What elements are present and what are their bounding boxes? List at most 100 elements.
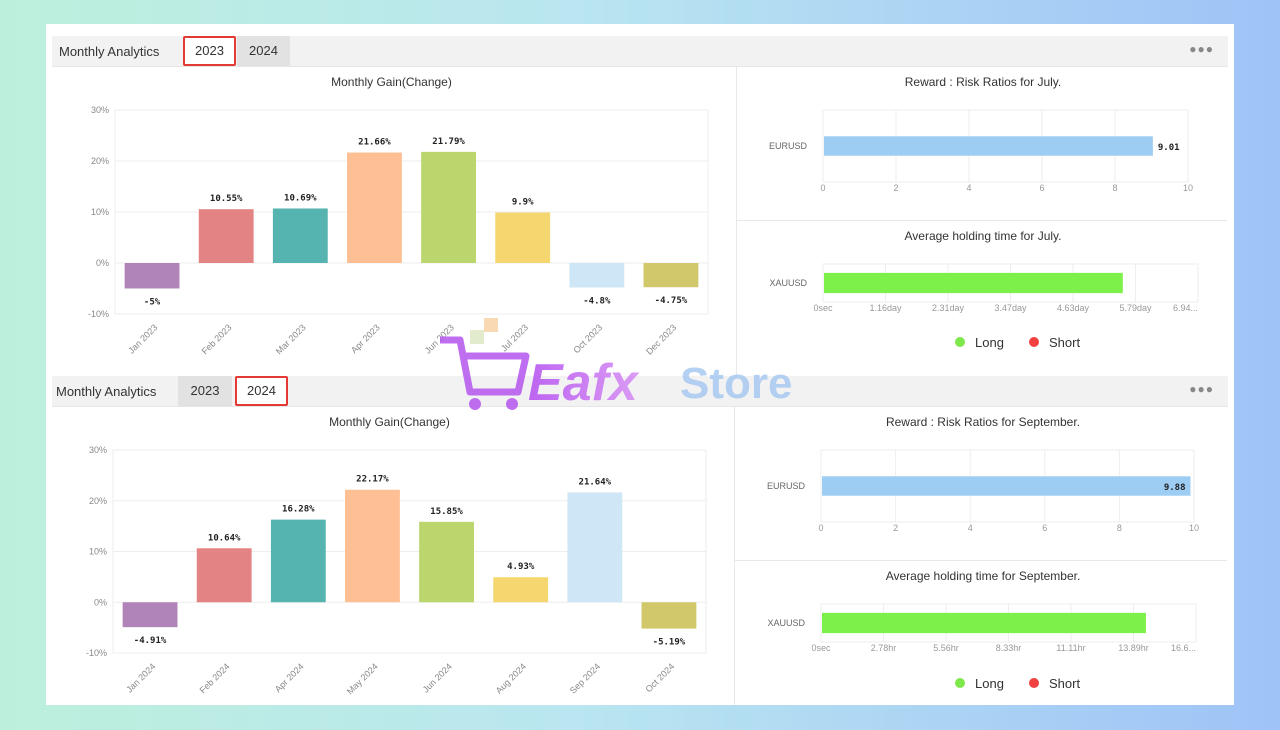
shopping-cart-icon — [440, 318, 530, 410]
y-tick-label: 10% — [89, 547, 107, 557]
x-tick-label: 0 — [820, 183, 825, 193]
data-label: 15.85% — [430, 507, 463, 517]
legend-marker-short — [1029, 678, 1039, 688]
bar — [569, 263, 625, 288]
data-label: 10.69% — [284, 193, 317, 203]
x-tick-label: 6.94... — [1173, 303, 1198, 313]
x-tick-label: 8 — [1112, 183, 1117, 193]
bar — [345, 489, 400, 603]
chart-title: Average holding time for July. — [905, 229, 1062, 243]
data-label: 10.64% — [208, 533, 241, 543]
bar — [822, 612, 1146, 634]
y-tick-label: 0% — [94, 597, 107, 607]
data-label: 9.01 — [1158, 143, 1180, 153]
legend-label: Long — [975, 335, 1004, 350]
bar — [196, 548, 252, 603]
x-tick-label: 10 — [1183, 183, 1193, 193]
legend-marker-short — [1029, 337, 1039, 347]
x-tick-label: Apr 2024 — [273, 661, 306, 694]
tab-2023[interactable]: 2023 — [178, 376, 232, 406]
x-tick-label: 2.31day — [932, 303, 965, 313]
x-tick-label: 5.56hr — [933, 643, 959, 653]
x-tick-label: Apr 2023 — [349, 322, 382, 355]
x-tick-label: 8 — [1117, 523, 1122, 533]
legend-label: Short — [1049, 676, 1080, 691]
data-label: 10.55% — [210, 194, 243, 204]
bar — [822, 476, 1191, 496]
data-label: 9.88 — [1164, 483, 1186, 493]
data-label: -4.91% — [134, 636, 167, 646]
x-tick-label: Aug 2024 — [494, 661, 528, 695]
divider — [737, 220, 1227, 221]
data-label: -5% — [144, 298, 161, 308]
x-tick-label: 3.47day — [994, 303, 1027, 313]
watermark-text: Eafx — [528, 354, 640, 412]
x-tick-label: 0 — [818, 523, 823, 533]
x-tick-label: 0sec — [813, 303, 833, 313]
x-tick-label: Sep 2024 — [568, 661, 602, 695]
chart-title: Reward : Risk Ratios for September. — [886, 415, 1080, 429]
tab-2023[interactable]: 2023 — [183, 36, 236, 66]
panel-header-2023: Monthly Analytics 2023 2024 ●●● — [52, 36, 1228, 67]
bar — [643, 263, 699, 288]
data-label: -4.75% — [655, 296, 688, 306]
y-category-label: EURUSD — [767, 481, 806, 491]
x-tick-label: 2 — [893, 183, 898, 193]
x-tick-label: 11.11hr — [1056, 643, 1085, 653]
y-category-label: XAUUSD — [767, 618, 805, 628]
x-tick-label: 5.79day — [1119, 303, 1152, 313]
more-dots-icon[interactable]: ●●● — [1189, 42, 1214, 56]
tab-2024[interactable]: 2024 — [237, 36, 290, 66]
x-tick-label: 13.89hr — [1118, 643, 1149, 653]
panel-title: Monthly Analytics — [56, 384, 157, 399]
legend-label: Short — [1049, 335, 1080, 350]
bar — [567, 492, 623, 603]
bar — [347, 152, 402, 263]
y-category-label: XAUUSD — [769, 278, 807, 288]
x-tick-label: 6 — [1039, 183, 1044, 193]
x-tick-label: Jun 2024 — [421, 661, 454, 694]
x-tick-label: 10 — [1189, 523, 1199, 533]
bar — [198, 209, 254, 263]
legend-label: Long — [975, 676, 1004, 691]
tab-2024[interactable]: 2024 — [235, 376, 288, 406]
x-tick-label: Jan 2023 — [126, 322, 159, 355]
data-label: 21.66% — [358, 138, 391, 148]
chart-title: Monthly Gain(Change) — [331, 75, 452, 89]
data-label: 21.64% — [579, 477, 612, 487]
chart-title: Average holding time for September. — [886, 569, 1081, 583]
legend-marker-long — [955, 678, 965, 688]
x-tick-label: 0sec — [811, 643, 831, 653]
y-tick-label: -10% — [88, 309, 109, 319]
y-tick-label: -10% — [86, 648, 107, 658]
bar — [641, 602, 697, 629]
x-tick-label: Jan 2024 — [124, 661, 157, 694]
x-tick-label: 6 — [1042, 523, 1047, 533]
x-tick-label: 2 — [893, 523, 898, 533]
y-category-label: EURUSD — [769, 141, 808, 151]
chart-title: Reward : Risk Ratios for July. — [905, 75, 1062, 89]
x-tick-label: May 2024 — [345, 661, 380, 696]
y-tick-label: 30% — [91, 105, 109, 115]
bar — [272, 208, 328, 263]
x-tick-label: Oct 2024 — [643, 661, 676, 694]
chart-title: Monthly Gain(Change) — [329, 415, 450, 429]
x-tick-label: Feb 2023 — [200, 322, 234, 356]
x-tick-label: 2.78hr — [871, 643, 897, 653]
bar — [419, 521, 474, 603]
x-tick-label: Dec 2023 — [644, 322, 678, 356]
data-label: 22.17% — [356, 475, 389, 485]
x-tick-label: Mar 2023 — [274, 322, 308, 356]
more-dots-icon[interactable]: ●●● — [1189, 382, 1214, 396]
x-tick-label: 1.16day — [869, 303, 902, 313]
x-tick-label: 4.63day — [1057, 303, 1090, 313]
panel-header-2024: Monthly Analytics 2023 2024 ●●● — [52, 376, 1228, 407]
data-label: 21.79% — [432, 137, 465, 147]
x-tick-label: 4 — [966, 183, 971, 193]
x-tick-label: Oct 2023 — [571, 322, 604, 355]
bar — [493, 577, 549, 603]
bar — [270, 519, 326, 603]
panel-title: Monthly Analytics — [59, 44, 160, 59]
y-tick-label: 20% — [91, 156, 109, 166]
